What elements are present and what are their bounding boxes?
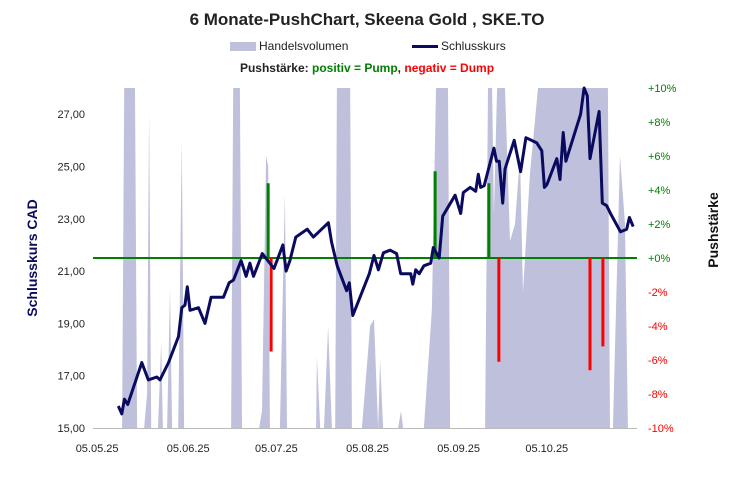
push-separator: , [397,61,402,75]
push-negative: negativ = Dump [404,61,495,75]
legend-item-price: Schlusskurs [412,39,506,53]
x-tick-label: 05.10.25 [525,443,568,455]
chart-title: 6 Monate-PushChart, Skeena Gold , SKE.TO [189,10,545,29]
y2-tick-label: -4% [648,321,668,333]
y2-tick-label: +8% [648,117,671,129]
y-tick-label: 15,00 [57,423,85,435]
volume-swatch [230,41,256,51]
y2-tick-label: +6% [648,151,671,163]
y2-tick-label: -10% [648,423,674,435]
x-tick-label: 05.09.25 [437,443,480,455]
push-legend: Pushstärke: positiv = Pump, negativ = Du… [0,61,734,75]
y2-tick-label: +4% [648,185,671,197]
push-label: Pushstärke: [239,61,309,75]
y2-tick-label: +2% [648,219,671,231]
y-tick-label: 21,00 [57,266,85,278]
y-tick-label: 27,00 [57,109,85,121]
legend-item-volume: Handelsvolumen [230,39,348,53]
price-line [116,86,635,416]
x-tick-label: 05.06.25 [167,443,210,455]
y-tick-label: 25,00 [57,161,85,173]
x-tick-label: 05.07.25 [255,443,298,455]
y2-tick-label: -6% [648,355,668,367]
x-tick-label: 05.08.25 [346,443,389,455]
y2-axis-label: Pushstärke [705,192,721,268]
legend-label-price: Schlusskurs [441,39,506,53]
y-tick-label: 17,00 [57,371,85,383]
y-axis-label: Schlusskurs CAD [24,199,40,316]
y-tick-label: 19,00 [57,318,85,330]
y2-tick-label: -8% [648,389,668,401]
x-tick-label: 05.05.25 [76,443,119,455]
push-positive: positiv = Pump [311,61,398,75]
legend-label-volume: Handelsvolumen [259,39,349,53]
y2-tick-label: -2% [648,287,668,299]
legend: Handelsvolumen Schlusskurs [0,39,734,55]
y2-tick-label: +10% [648,83,677,95]
y-tick-label: 23,00 [57,214,85,226]
volume-area [122,88,637,428]
y2-tick-label: +0% [648,253,671,265]
price-swatch [412,44,438,48]
